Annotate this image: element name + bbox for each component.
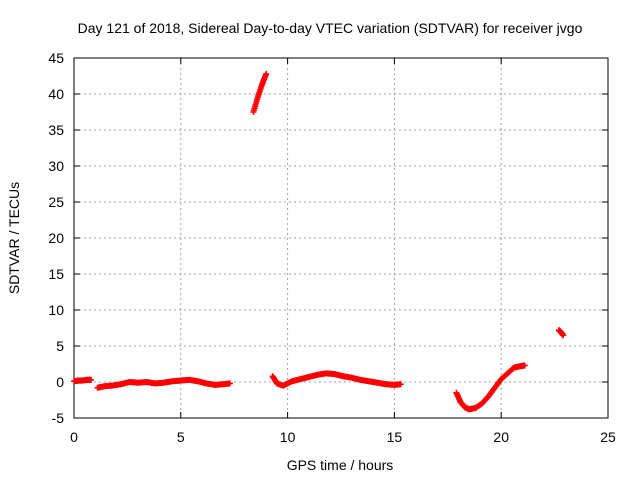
data-point (521, 362, 528, 369)
chart-title: Day 121 of 2018, Sidereal Day-to-day VTE… (78, 20, 583, 36)
series-arc3 (250, 70, 270, 115)
x-tick-label: 15 (387, 429, 403, 445)
y-tick-label: -5 (52, 410, 65, 426)
y-tick-label: 5 (56, 338, 64, 354)
series-arc6 (555, 327, 567, 339)
y-axis-label: SDTVAR / TECUs (6, 182, 22, 294)
x-tick-label: 25 (600, 429, 616, 445)
y-tick-label: 30 (48, 158, 64, 174)
data-point (397, 381, 404, 388)
series-arc5 (453, 362, 528, 413)
x-tick-label: 5 (177, 429, 185, 445)
series-arc1 (71, 376, 95, 385)
grid (74, 58, 608, 418)
data-points (71, 70, 567, 413)
x-axis-label: GPS time / hours (287, 457, 394, 473)
data-point (263, 70, 270, 77)
y-tick-label: 35 (48, 122, 64, 138)
data-point (226, 380, 233, 387)
series-arc4 (269, 370, 404, 389)
y-tick-label: 25 (48, 194, 64, 210)
y-tick-label: 20 (48, 230, 64, 246)
x-tick-label: 10 (280, 429, 296, 445)
x-tick-label: 0 (70, 429, 78, 445)
data-point (88, 376, 95, 383)
y-tick-label: 10 (48, 302, 64, 318)
y-tick-label: 40 (48, 86, 64, 102)
y-tick-label: 15 (48, 266, 64, 282)
data-point (560, 332, 567, 339)
x-tick-label: 20 (493, 429, 509, 445)
y-tick-label: 45 (48, 50, 64, 66)
axis-ticks: 0 5 10 15 20 25 -5 0 5 10 15 20 25 30 35 40 45 (48, 50, 616, 445)
series-arc2 (94, 376, 233, 391)
y-tick-label: 0 (56, 374, 64, 390)
